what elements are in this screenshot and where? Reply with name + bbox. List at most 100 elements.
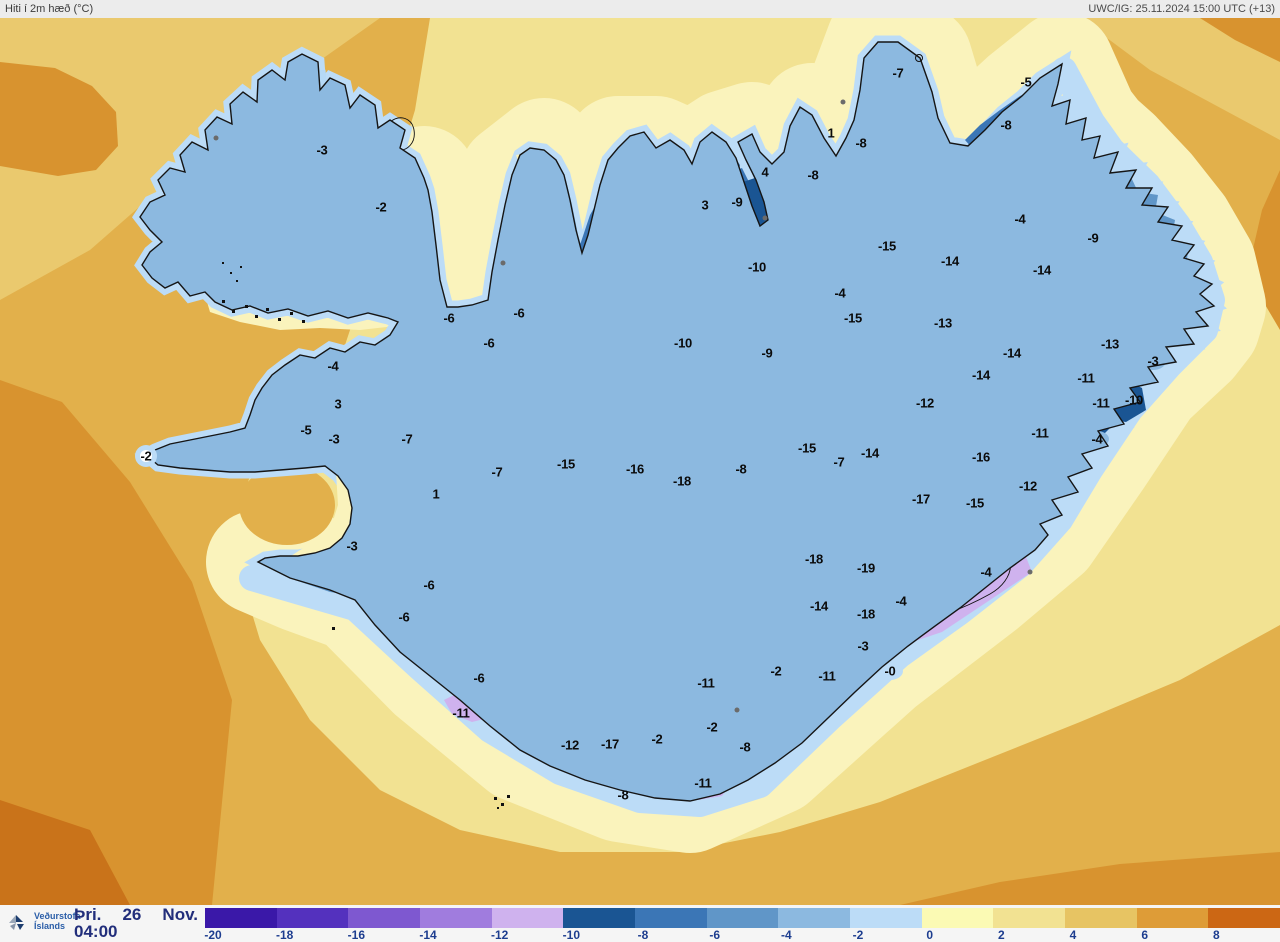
legend-band--12 [491,908,564,928]
vedurstofa-logo-icon [9,915,24,930]
legend-band-4 [1065,908,1137,928]
legend-tick: 6 [1141,928,1148,942]
legend-band-6 [1136,908,1209,928]
temp-label: -2 [140,448,152,464]
temp-label: -13 [1101,336,1119,352]
legend-tick: -12 [490,928,509,942]
temp-label: -16 [972,449,990,465]
temp-label: -9 [731,194,743,210]
temp-label: -6 [513,305,525,321]
temp-label: -6 [398,609,410,625]
legend-tick-labels: -20 -18 -16 -14 -12 -10 -8 -6 -4 -2 0 2 4 6 8 [204,928,1280,942]
legend-band--16 [348,908,421,928]
temp-label: 3 [701,197,709,213]
legend-tick: -18 [275,928,294,942]
temp-label: -8 [739,739,751,755]
temp-label: -4 [980,564,992,580]
temp-label: -4 [1014,211,1026,227]
temp-label: -2 [770,663,782,679]
temp-label: -19 [857,560,875,576]
legend-band--6 [706,908,779,928]
legend-band--2 [850,908,922,928]
temp-label: -14 [941,253,959,269]
map-title: Hiti í 2m hæð (°C) [5,3,94,15]
legend-tick: -16 [347,928,365,942]
temp-label: -16 [626,461,644,477]
temp-label: -8 [735,461,747,477]
temp-label: -11 [694,775,712,791]
temp-label: -9 [1087,230,1099,246]
temp-label: -11 [1092,395,1110,411]
temp-label: -12 [1019,478,1037,494]
legend-band--10 [563,908,636,928]
legend-tick: 4 [1069,928,1077,942]
month: Nov. [162,905,198,924]
temp-label: -7 [491,464,503,480]
iceland-landmass [135,42,1214,809]
temperature-legend: -20 -18 -16 -14 -12 -10 -8 -6 -4 -2 0 2 4 6 8 [204,908,1280,942]
temp-label: -6 [443,310,455,326]
legend-band-2 [993,908,1066,928]
temp-label: -12 [561,737,579,753]
temp-label: 1 [432,486,440,502]
temp-label: -11 [1077,370,1095,386]
temp-label: -15 [557,456,575,472]
legend-band--20 [205,908,277,928]
temp-label: -3 [316,142,328,158]
temp-label: -2 [706,719,718,735]
valid-time: 04:00 [74,922,118,942]
temp-label: -10 [674,335,692,351]
legend-color-bands [205,908,1280,928]
temp-label: -6 [473,670,485,686]
legend-band--8 [635,908,707,928]
temp-label: 4 [761,164,769,180]
temp-label: -12 [916,395,934,411]
legend-tick: -6 [709,928,720,942]
temp-label: -4 [895,593,907,609]
temp-label: -4 [1091,431,1103,447]
title-bar: Hiti í 2m hæð (°C) UWC/IG: 25.11.2024 15… [0,0,1280,18]
legend-tick: -14 [419,928,437,942]
temp-label: 3 [334,396,342,412]
temp-label: -3 [328,431,340,447]
legend-tick: 2 [997,928,1005,942]
legend-tick: 8 [1212,928,1220,942]
temp-label: -2 [651,731,663,747]
legend-tick: -4 [780,928,792,942]
temp-label: 1 [827,125,835,141]
temp-label: -11 [452,705,470,721]
temp-label: -10 [1125,392,1143,408]
temp-label: -15 [966,495,984,511]
town-dots [213,99,1033,713]
temp-label: -8 [617,787,629,803]
temp-label: -15 [798,440,816,456]
legend-band--4 [778,908,851,928]
temp-label: -3 [857,638,869,654]
temp-label: -14 [1033,262,1051,278]
islets-and-towns [135,54,1033,809]
legend-tick: -10 [562,928,580,942]
temp-label: -11 [818,668,836,684]
temp-label: -17 [912,491,930,507]
model-run-info: UWC/IG: 25.11.2024 15:00 UTC (+13) [1088,3,1275,15]
temp-label: -7 [401,431,413,447]
legend-band-8 [1208,908,1280,928]
temp-label: -10 [748,259,766,275]
temp-label: -11 [1031,425,1049,441]
temp-label: -14 [1003,345,1021,361]
temp-label: -14 [810,598,828,614]
temp-label: -4 [327,358,339,374]
temp-label: -15 [844,310,862,326]
temp-label: -14 [861,445,879,461]
temp-label: -8 [1000,117,1012,133]
legend-band--14 [420,908,492,928]
temp-label: -2 [375,199,387,215]
temp-label: -0 [884,663,896,679]
weekday: Þri. [74,905,102,924]
temp-label: -4 [834,285,846,301]
legend-tick: -20 [204,928,222,942]
legend-tick: -8 [637,928,649,942]
